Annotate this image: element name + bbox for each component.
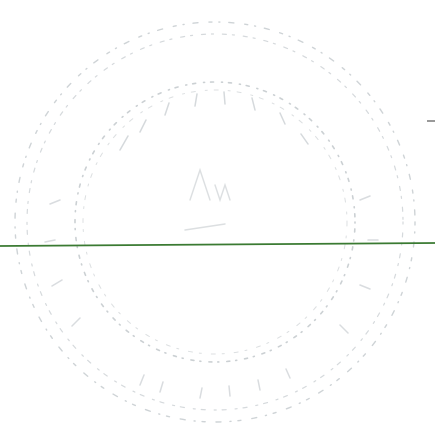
stamp-inner-ring-2 (82, 89, 348, 355)
stamp-lettering-sides (44, 195, 379, 334)
stamp-outer-ring (14, 21, 416, 423)
green-line (0, 242, 435, 247)
faded-stamp (14, 21, 416, 423)
stamp-center-mark (184, 167, 231, 231)
stamp-inner-ring (74, 81, 356, 363)
stamp-lettering-bottom (139, 368, 291, 399)
stamp-outer-ring-inner (26, 33, 404, 411)
stamp-lettering-top (119, 91, 309, 151)
